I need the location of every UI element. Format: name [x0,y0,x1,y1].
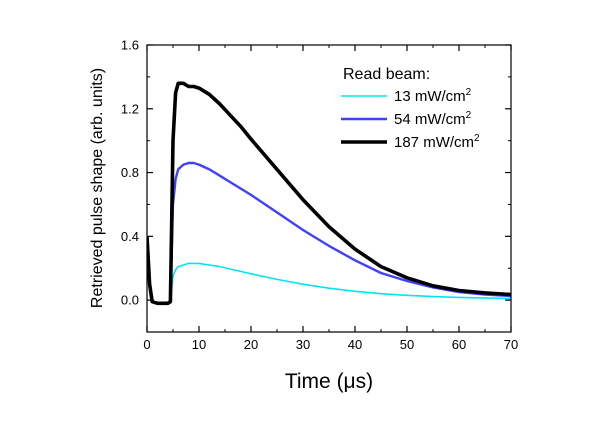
x-tick-label: 20 [244,337,258,352]
y-tick-label: 0.8 [121,165,139,180]
x-tick-label: 10 [192,337,206,352]
legend-label-superscript: 2 [466,110,472,121]
x-axis-label: Time (μs) [285,370,373,393]
x-tick-label: 30 [296,337,310,352]
legend-label-1: 13 mW/cm2 [394,87,472,105]
x-tick-label: 40 [348,337,362,352]
tick-layer: 0 10 20 30 40 50 60 70 0.0 0.4 0.8 1.2 1.6 [121,38,518,353]
y-tick-label: 0.4 [121,229,139,244]
legend-label-superscript: 2 [474,133,480,144]
x-tick-label: 60 [452,337,466,352]
series-line-2 [147,161,511,305]
legend-label-3: 187 mW/cm2 [394,133,480,151]
series-layer [147,81,511,306]
x-tick-label: 70 [504,337,518,352]
legend-title: Read beam: [343,66,430,83]
y-tick-label: 1.6 [121,38,139,53]
series-line-3 [147,81,511,306]
y-tick-label: 0.0 [121,293,139,308]
y-axis-label: Retrieved pulse shape (arb. units) [89,68,106,308]
y-tick-label: 1.2 [121,101,139,116]
legend-label-2: 54 mW/cm2 [394,110,472,128]
legend-label-superscript: 2 [466,87,472,98]
x-tick-label: 0 [143,337,150,352]
x-tick-label: 50 [400,337,414,352]
legend: Read beam: 13 mW/cm2 54 mW/cm2 187 mW/cm2 [341,66,480,151]
